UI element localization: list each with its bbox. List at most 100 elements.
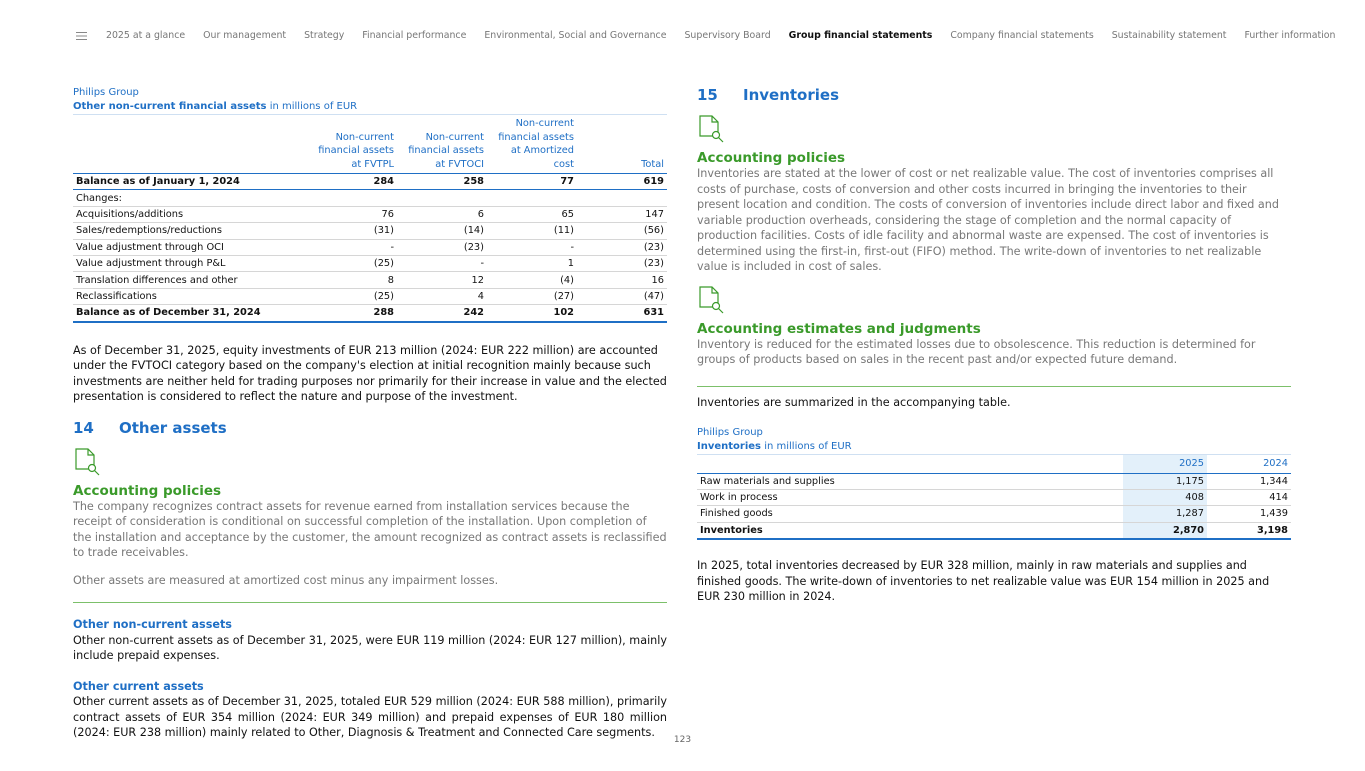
table-cell: 414	[1207, 489, 1291, 507]
nav-item[interactable]: Sustainability statement	[1111, 30, 1227, 41]
section-number: 14	[73, 418, 94, 437]
header-row: Non-current financial assets at FVTPL Non…	[73, 114, 667, 174]
table-cell: 408	[1123, 489, 1207, 507]
table-cell: 1,439	[1207, 505, 1291, 523]
table-cell	[487, 189, 577, 207]
table-row: Raw materials and supplies 1,175 1,344	[697, 473, 1291, 490]
table-cell: 8	[311, 271, 397, 289]
paragraph: Other current assets as of December 31, …	[73, 695, 667, 740]
table-cell: -	[487, 239, 577, 256]
estimates-heading: Accounting estimates and judgments	[697, 320, 981, 337]
table-cell: 76	[311, 206, 397, 224]
table-row: Finished goods 1,287 1,439	[697, 505, 1291, 523]
table-cell: (4)	[487, 271, 577, 289]
table-cell: 1,344	[1207, 473, 1291, 490]
header-cell	[73, 114, 311, 174]
left-column: Philips Group Other non-current financia…	[73, 86, 667, 741]
table-cell: (47)	[577, 288, 667, 306]
table-cell	[577, 189, 667, 207]
nav-item[interactable]: Financial performance	[362, 30, 467, 41]
table-cell: 1	[487, 255, 577, 273]
document-icon	[75, 447, 100, 475]
table-row: Acquisitions/additions 76 6 65 147	[73, 206, 667, 224]
policies-text: Other assets are measured at amortized c…	[73, 573, 499, 587]
table-cell: (27)	[487, 288, 577, 306]
table-cell: -	[397, 255, 487, 273]
caption-unit: in millions of EUR	[269, 101, 358, 112]
table-cell: 4	[397, 288, 487, 306]
table-cell: 102	[487, 304, 577, 323]
nav-item[interactable]: Our management	[203, 30, 287, 41]
caption-unit: in millions of EUR	[764, 441, 852, 452]
table-cell: 65	[487, 206, 577, 224]
table-row: Balance as of January 1, 2024 284 258 77 619	[73, 173, 667, 191]
nav-item[interactable]: Further information	[1244, 30, 1336, 41]
policies-heading: Accounting policies	[73, 482, 222, 499]
document-icon	[699, 115, 724, 143]
table-cell: Inventories	[697, 522, 1123, 541]
table-source: Philips Group	[73, 87, 139, 98]
table-row: Reclassifications (25) 4 (27) (47)	[73, 288, 667, 306]
right-column: 15 Inventories Accounting policies Invent…	[697, 86, 1291, 605]
table-cell: (25)	[311, 288, 397, 306]
table-caption: Other non-current financial assets in mi…	[73, 100, 667, 114]
paragraph: In 2025, total inventories decreased by …	[697, 559, 1270, 604]
table-cell: 16	[577, 271, 667, 289]
table-cell: Changes:	[73, 189, 311, 207]
table-cell: Value adjustment through OCI	[73, 239, 311, 256]
paragraph: Other non-current assets as of December …	[73, 633, 667, 663]
nav-item[interactable]: Strategy	[304, 30, 345, 41]
policies-heading: Accounting policies	[697, 150, 846, 166]
caption-title: Inventories	[697, 441, 762, 452]
table-cell: (11)	[487, 222, 577, 240]
table-row: Value adjustment through P&L (25) -1 (23)	[73, 255, 667, 273]
table-cell: 1,175	[1123, 473, 1207, 490]
table-cell: 242	[397, 304, 487, 323]
nav-item[interactable]: Group financial statements	[788, 30, 933, 41]
nav-item[interactable]: Supervisory Board	[684, 30, 771, 41]
table-cell: Balance as of January 1, 2024	[73, 173, 311, 191]
table-row: Value adjustment through OCI - (23) - (23)	[73, 239, 667, 256]
header-cell: 2024	[1207, 454, 1291, 474]
table-cell: Raw materials and supplies	[697, 473, 1123, 490]
caption-title: Other non-current financial assets	[73, 101, 267, 112]
divider	[697, 385, 1291, 387]
table-row: Translation differences and other 8 12 (4) 1…	[73, 271, 667, 289]
nav-item[interactable]: 2025 at a glance	[106, 30, 186, 41]
menu-icon[interactable]	[76, 31, 88, 41]
header-cell: Non-current financial assets at FVTOCI	[397, 114, 487, 174]
table-cell: 284	[311, 173, 397, 191]
table-cell	[311, 189, 397, 207]
table-cell: (23)	[577, 239, 667, 256]
header-cell: Non-current financial assets at FVTPL	[311, 114, 397, 174]
table-row: Work in process 408 414	[697, 489, 1291, 507]
divider	[73, 602, 667, 604]
document-icon	[699, 285, 724, 313]
table-cell: 12	[397, 271, 487, 289]
header-cell: Non-current financial assets at Amortize…	[487, 114, 577, 174]
table-cell: Finished goods	[697, 505, 1123, 523]
section-number: 15	[697, 86, 718, 104]
table-cell: 3,198	[1207, 522, 1291, 541]
table-cell: 258	[397, 173, 487, 191]
table-cell: 1,287	[1123, 505, 1207, 523]
table-row: Changes:	[73, 189, 667, 207]
section-title: Other assets	[119, 418, 227, 437]
header-cell: Total	[577, 114, 667, 174]
table-cell: 77	[487, 173, 577, 191]
section-title: Inventories	[743, 86, 840, 104]
nav-item[interactable]: Company financial statements	[950, 30, 1094, 41]
header-cell	[697, 454, 1123, 474]
subheading: Other current assets	[73, 679, 204, 693]
table-cell: (14)	[397, 222, 487, 240]
table-cell	[397, 189, 487, 207]
paragraph: As of December 31, 2025, equity investme…	[73, 343, 667, 404]
table-row: Balance as of December 31, 2024 288 242 102…	[73, 304, 667, 323]
table-cell: Work in process	[697, 489, 1123, 507]
table-source: Philips Group	[697, 427, 763, 438]
table-cell: 619	[577, 173, 667, 191]
table-cell: Acquisitions/additions	[73, 206, 311, 224]
nav-item[interactable]: Environmental, Social and Governance	[484, 30, 667, 41]
table-cell: Reclassifications	[73, 288, 311, 306]
